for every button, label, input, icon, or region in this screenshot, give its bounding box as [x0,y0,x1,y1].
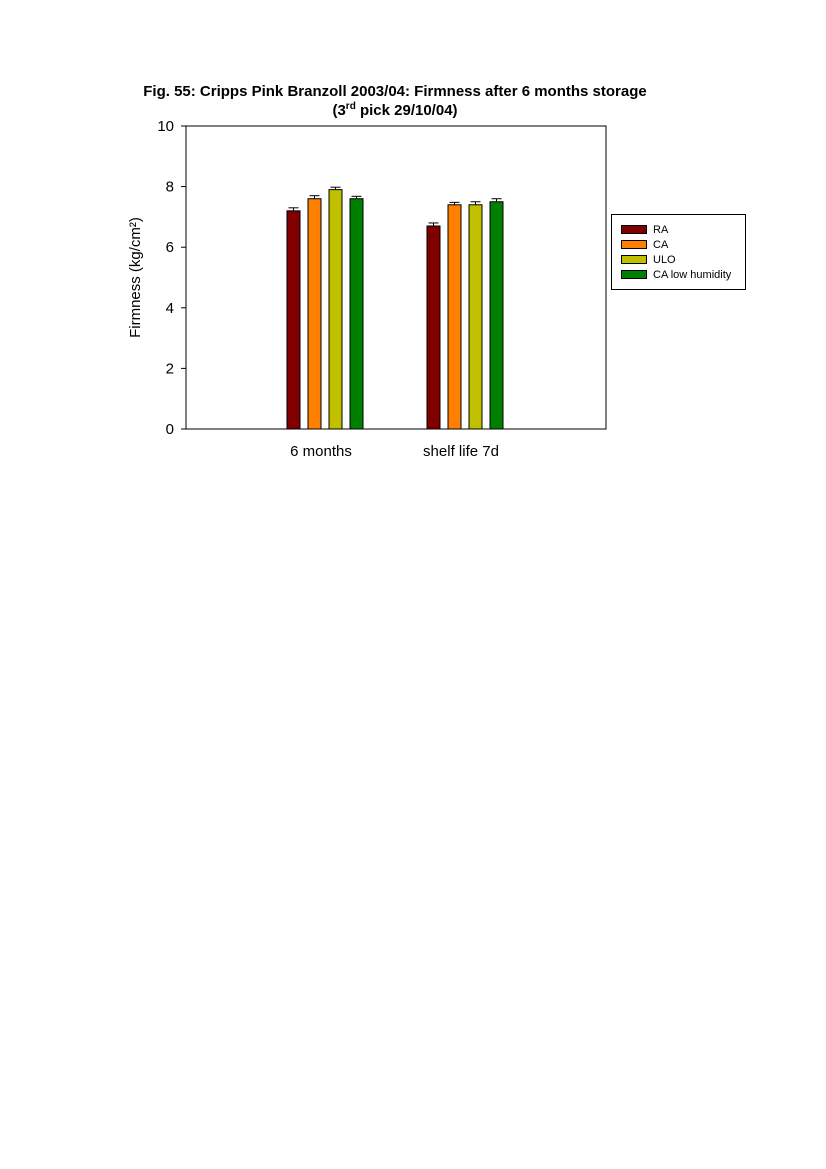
y-tick-label: 10 [157,118,174,135]
y-tick-label: 2 [166,360,174,377]
plot-frame [185,125,607,430]
y-tick-label: 6 [166,239,174,256]
chart-title: Fig. 55: Cripps Pink Branzoll 2003/04: F… [143,83,647,100]
y-axis-label: Firmness (kg/cm²) [127,217,144,338]
legend-item-ca-low-humidity: CA low humidity [621,268,732,281]
firmness-bar-chart: 0 2 4 6 8 10 Firmness (kg/cm²) 6 months shelf li… [127,118,607,460]
y-tick-label: 0 [166,421,174,438]
legend-item-ca: CA [621,238,669,251]
x-tick-label: 6 months [290,443,352,460]
bar-ca-low-humidity [489,201,504,430]
chart-legend: RA CA ULO CA low humidity [611,214,746,290]
chart-subtitle: (3rd pick 29/10/04) [332,101,458,120]
legend-label-ca: CA [653,238,669,251]
x-tick-label: shelf life 7d [423,443,499,460]
legend-label-ca-low-humidity: CA low humidity [653,268,732,281]
bar-ca-low-humidity [349,198,364,430]
y-tick-label: 8 [166,179,174,196]
legend-item-ulo: ULO [621,253,676,266]
legend-swatch-ra [621,225,647,234]
bar-ca [307,198,322,430]
legend-item-ra: RA [621,223,669,236]
legend-label-ulo: ULO [653,253,676,266]
legend-swatch-ca-low-humidity [621,270,647,279]
bar-ulo [468,204,483,430]
legend-swatch-ulo [621,255,647,264]
y-tick-label: 4 [166,300,174,317]
bar-ca [447,204,462,430]
legend-swatch-ca [621,240,647,249]
bar-ulo [328,189,343,430]
bar-ra [426,225,441,430]
bar-ra [286,210,301,430]
legend-label-ra: RA [653,223,669,236]
